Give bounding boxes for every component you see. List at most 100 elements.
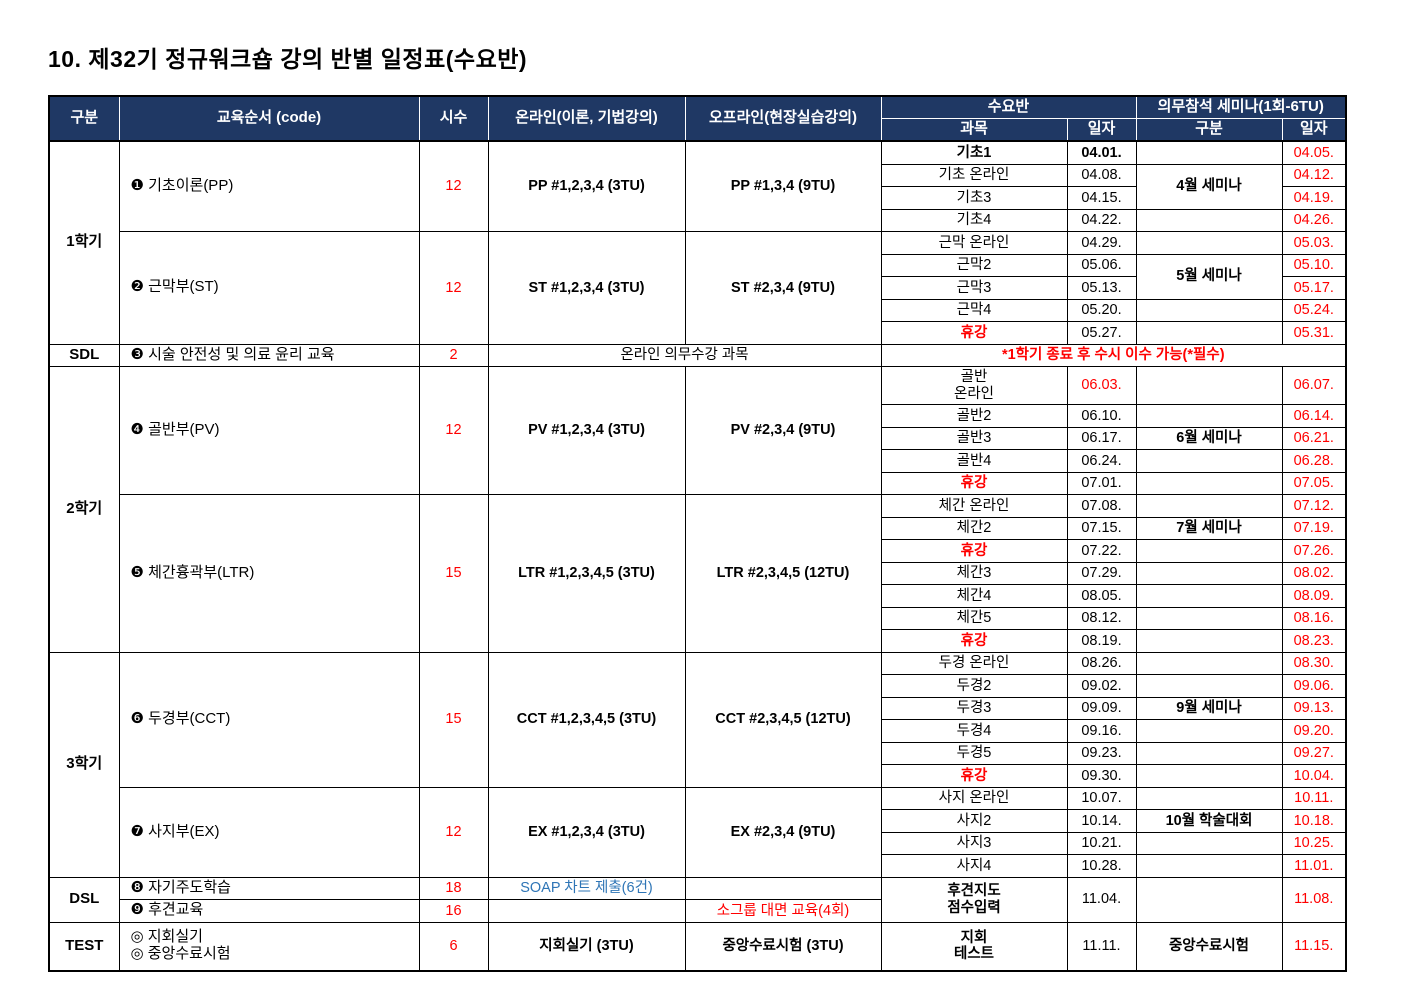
seminar-cell	[1135, 651, 1283, 675]
subject-cell: 두경5	[880, 741, 1068, 765]
header-offline: 오프라인(현장실습강의)	[684, 95, 882, 142]
subject-cell: 휴강	[880, 539, 1068, 563]
offline-cell	[684, 876, 882, 900]
seminar-date-cell: 11.08.	[1281, 876, 1347, 923]
online-cell: SOAP 차트 제출(6건)	[487, 876, 686, 900]
date-cell: 07.08.	[1066, 494, 1137, 518]
seminar-date-cell: 04.05.	[1281, 140, 1347, 165]
course-cell: ❼ 사지부(EX)	[118, 786, 420, 878]
seminar-cell	[1135, 494, 1283, 518]
date-cell: 05.20.	[1066, 298, 1137, 322]
seminar-date-cell: 10.04.	[1281, 764, 1347, 788]
date-cell: 07.15.	[1066, 516, 1137, 540]
seminar-cell: 6월 세미나	[1135, 426, 1283, 450]
subject-cell: 사지3	[880, 831, 1068, 855]
section-cell: SDL	[48, 343, 120, 367]
hours-cell: 12	[418, 140, 489, 232]
date-cell: 08.12.	[1066, 606, 1137, 630]
seminar-cell	[1135, 606, 1283, 630]
seminar-cell	[1135, 231, 1283, 255]
section-cell: 1학기	[48, 140, 120, 345]
course-cell: ❽ 자기주도학습	[118, 876, 420, 900]
online-cell: LTR #1,2,3,4,5 (3TU)	[487, 494, 686, 653]
date-cell: 10.28.	[1066, 854, 1137, 878]
date-cell: 08.19.	[1066, 629, 1137, 653]
offline-cell: 소그룹 대면 교육(4회)	[684, 899, 882, 923]
seminar-cell	[1135, 449, 1283, 473]
subject-cell: 기초 온라인	[880, 163, 1068, 187]
seminar-date-cell: 06.21.	[1281, 426, 1347, 450]
subject-cell: 근막3	[880, 276, 1068, 300]
seminar-cell	[1135, 366, 1283, 405]
seminar-date-cell: 10.11.	[1281, 786, 1347, 810]
seminar-date-cell: 10.25.	[1281, 831, 1347, 855]
subject-cell: 근막 온라인	[880, 231, 1068, 255]
seminar-date-cell: 09.13.	[1281, 696, 1347, 720]
subject-cell: 두경2	[880, 674, 1068, 698]
subject-cell: 지회 테스트	[880, 921, 1068, 971]
seminar-cell	[1135, 140, 1283, 165]
seminar-cell	[1135, 786, 1283, 810]
online-cell	[487, 899, 686, 923]
seminar-date-cell: 06.07.	[1281, 366, 1347, 405]
course-cell: ❷ 근막부(ST)	[118, 231, 420, 345]
date-cell: 10.14.	[1066, 809, 1137, 833]
course-cell: ❶ 기초이론(PP)	[118, 140, 420, 232]
online-cell: 지회실기 (3TU)	[487, 921, 686, 971]
seminar-date-cell: 08.02.	[1281, 561, 1347, 585]
date-cell: 07.01.	[1066, 471, 1137, 495]
date-cell: 07.22.	[1066, 539, 1137, 563]
seminar-cell	[1135, 674, 1283, 698]
online-cell: PP #1,2,3,4 (3TU)	[487, 140, 686, 232]
seminar-date-cell: 07.05.	[1281, 471, 1347, 495]
header-subject: 과목	[880, 118, 1068, 142]
seminar-date-cell: 04.26.	[1281, 208, 1347, 232]
subject-cell: 사지 온라인	[880, 786, 1068, 810]
seminar-cell	[1135, 719, 1283, 743]
seminar-date-cell: 10.18.	[1281, 809, 1347, 833]
online-cell: PV #1,2,3,4 (3TU)	[487, 366, 686, 495]
subject-cell: 기초4	[880, 208, 1068, 232]
subject-cell: 체간5	[880, 606, 1068, 630]
document-page: 10. 제32기 정규워크숍 강의 반별 일정표(수요반) 구분 교육순서 (co…	[48, 46, 1348, 972]
subject-cell: 체간4	[880, 584, 1068, 608]
date-cell: 06.17.	[1066, 426, 1137, 450]
subject-cell: 휴강	[880, 764, 1068, 788]
page-title: 10. 제32기 정규워크숍 강의 반별 일정표(수요반)	[48, 46, 528, 72]
subject-cell: 후견지도 점수입력	[880, 876, 1068, 923]
subject-cell: 근막4	[880, 298, 1068, 322]
subject-cell: 체간 온라인	[880, 494, 1068, 518]
hours-cell: 12	[418, 786, 489, 878]
seminar-date-cell: 04.19.	[1281, 186, 1347, 210]
seminar-date-cell: 07.19.	[1281, 516, 1347, 540]
date-cell: 04.01.	[1066, 140, 1137, 165]
seminar-date-cell: 05.03.	[1281, 231, 1347, 255]
seminar-date-cell: 06.14.	[1281, 404, 1347, 428]
course-cell: ❹ 골반부(PV)	[118, 366, 420, 495]
header-date: 일자	[1066, 118, 1137, 142]
date-cell: 05.13.	[1066, 276, 1137, 300]
section-cell: 3학기	[48, 651, 120, 878]
seminar-date-cell: 09.27.	[1281, 741, 1347, 765]
table-body: 1학기 ❶ 기초이론(PP) 12 PP #1,2,3,4 (3TU) PP #1,3,…	[48, 140, 1347, 971]
subject-cell: 체간3	[880, 561, 1068, 585]
seminar-cell	[1135, 321, 1283, 345]
date-cell: 05.06.	[1066, 253, 1137, 277]
seminar-date-cell: 07.12.	[1281, 494, 1347, 518]
hours-cell: 6	[418, 921, 489, 971]
subject-cell: 골반4	[880, 449, 1068, 473]
seminar-cell	[1135, 831, 1283, 855]
date-cell: 09.02.	[1066, 674, 1137, 698]
schedule-table: 구분 교육순서 (code) 시수 온라인(이론, 기법강의) 오프라인(현장실습강의)…	[48, 95, 1348, 972]
subject-cell: 휴강	[880, 629, 1068, 653]
seminar-cell	[1135, 404, 1283, 428]
subject-cell: 두경 온라인	[880, 651, 1068, 675]
seminar-date-cell: 08.16.	[1281, 606, 1347, 630]
offline-cell: ST #2,3,4 (9TU)	[684, 231, 882, 345]
subject-cell: 두경3	[880, 696, 1068, 720]
header-course-order: 교육순서 (code)	[118, 95, 420, 142]
date-cell: 08.26.	[1066, 651, 1137, 675]
hours-cell: 12	[418, 231, 489, 345]
online-cell: ST #1,2,3,4 (3TU)	[487, 231, 686, 345]
subject-cell: 골반2	[880, 404, 1068, 428]
